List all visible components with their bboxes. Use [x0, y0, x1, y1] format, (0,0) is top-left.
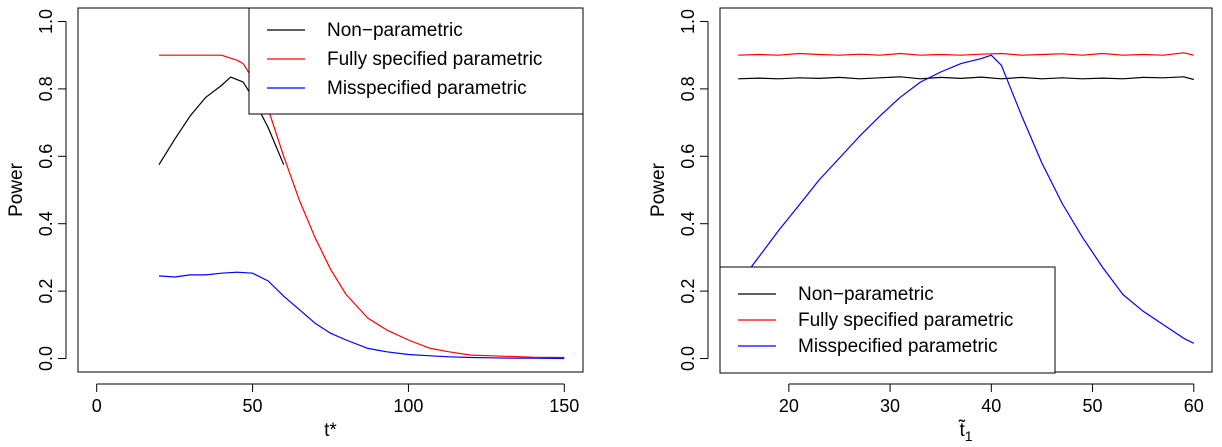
- x-tick-label: 100: [393, 396, 423, 416]
- y-tick-label: 0.4: [678, 211, 698, 236]
- legend-label: Misspecified parametric: [798, 336, 998, 357]
- y-tick-label: 0.6: [678, 144, 698, 169]
- x-tick-label: 150: [549, 396, 579, 416]
- y-tick-label: 0.2: [678, 279, 698, 304]
- legend-label: Misspecified parametric: [327, 78, 527, 99]
- y-axis-title: Power: [6, 162, 27, 217]
- series-line: [738, 52, 1194, 56]
- x-tick-label: 50: [243, 396, 263, 416]
- series-line: [158, 271, 565, 360]
- legend: Non−parametric Fully specified parametric…: [248, 7, 584, 115]
- y-tick-label: 1.0: [678, 9, 698, 34]
- y-tick-label: 0.0: [678, 346, 698, 371]
- x-axis-title: t̃1: [958, 419, 973, 442]
- x-tick-label: 30: [880, 396, 900, 416]
- panel-2: 20 30 40 50 60 0.0 0.2 0.4 0.6 0.8 1.0 t̃1 Power Non−…: [648, 7, 1213, 444]
- x-tick-label: 50: [1083, 396, 1103, 416]
- y-tick-label: 0.2: [36, 279, 56, 304]
- series-line: [159, 54, 565, 359]
- legend-label: Fully specified parametric: [327, 49, 542, 70]
- x-tick-label: 60: [1184, 396, 1204, 416]
- series-line: [738, 76, 1194, 81]
- x-tick-label: 0: [92, 396, 102, 416]
- legend-label: Non−parametric: [327, 20, 463, 41]
- x-tick-label: 20: [779, 396, 799, 416]
- x-tick-label: 40: [981, 396, 1001, 416]
- y-axis-title: Power: [648, 162, 669, 217]
- y-tick-label: 0.4: [36, 211, 56, 236]
- series-line: [737, 54, 1195, 344]
- y-tick-label: 0.8: [678, 76, 698, 101]
- y-tick-label: 0.0: [36, 346, 56, 371]
- y-tick-label: 1.0: [36, 9, 56, 34]
- y-tick-label: 0.8: [36, 76, 56, 101]
- y-tick-label: 0.6: [36, 144, 56, 169]
- panel-1: 0 50 100 150 0.0 0.2 0.4 0.6 0.8 1.0 t* Power Non−pa…: [6, 7, 584, 441]
- x-axis-title-subscript: 1: [965, 428, 973, 442]
- legend: Non−parametric Fully specified parametric…: [719, 266, 1056, 374]
- legend-box: [248, 7, 584, 115]
- x-axis-title: t*: [324, 420, 337, 441]
- legend-label: Non−parametric: [798, 284, 934, 305]
- legend-label: Fully specified parametric: [798, 310, 1013, 331]
